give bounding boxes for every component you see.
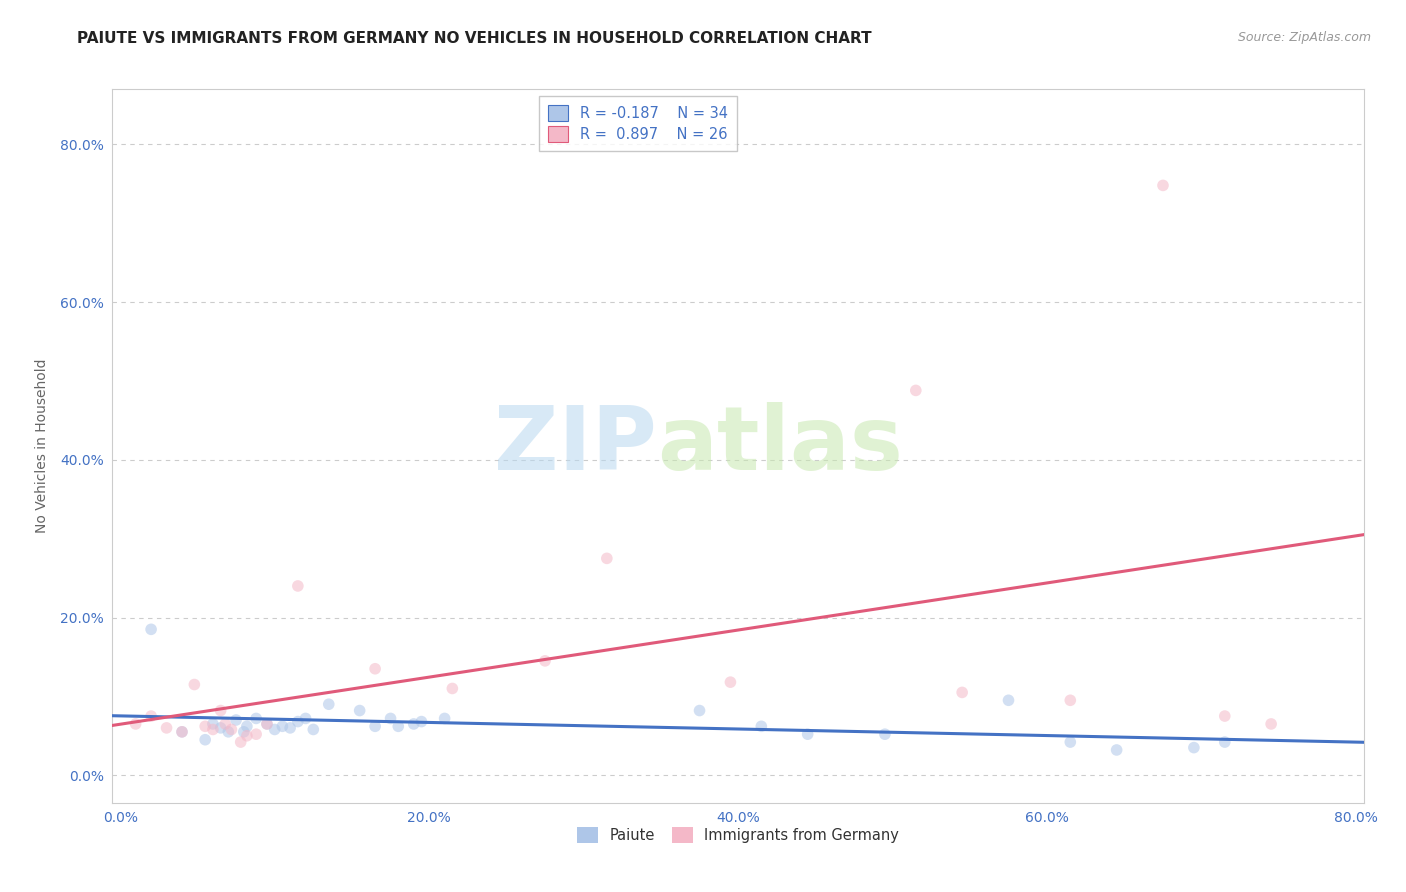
Point xyxy=(256,717,278,731)
Point xyxy=(380,711,402,725)
Point xyxy=(170,724,193,739)
Point xyxy=(411,714,433,729)
Point xyxy=(221,723,243,737)
Point xyxy=(217,724,239,739)
Point xyxy=(1260,717,1282,731)
Point xyxy=(1105,743,1128,757)
Point xyxy=(433,711,456,725)
Point xyxy=(287,579,309,593)
Legend: Paiute, Immigrants from Germany: Paiute, Immigrants from Germany xyxy=(571,822,905,849)
Point xyxy=(124,717,146,731)
Point xyxy=(720,675,742,690)
Text: ZIP: ZIP xyxy=(494,402,657,490)
Point xyxy=(201,723,224,737)
Point xyxy=(349,704,371,718)
Point xyxy=(1182,740,1205,755)
Point xyxy=(245,727,267,741)
Point xyxy=(139,709,162,723)
Point xyxy=(318,698,340,712)
Point xyxy=(364,719,387,733)
Point xyxy=(183,677,205,691)
Point xyxy=(225,713,247,727)
Point xyxy=(904,384,927,398)
Point xyxy=(139,623,162,637)
Point xyxy=(534,654,557,668)
Point xyxy=(749,719,772,733)
Point xyxy=(263,723,285,737)
Point xyxy=(232,724,254,739)
Point xyxy=(209,721,232,735)
Point xyxy=(287,714,309,729)
Point xyxy=(209,704,232,718)
Y-axis label: No Vehicles in Household: No Vehicles in Household xyxy=(35,359,49,533)
Point xyxy=(229,735,252,749)
Point xyxy=(387,719,409,733)
Point xyxy=(1059,735,1081,749)
Point xyxy=(214,717,236,731)
Point xyxy=(596,551,619,566)
Point xyxy=(997,693,1019,707)
Text: atlas: atlas xyxy=(657,402,903,490)
Point xyxy=(194,719,217,733)
Point xyxy=(236,729,259,743)
Point xyxy=(278,721,301,735)
Point xyxy=(170,724,193,739)
Point xyxy=(201,717,224,731)
Point xyxy=(302,723,325,737)
Point xyxy=(950,685,973,699)
Point xyxy=(271,719,294,733)
Point xyxy=(155,721,177,735)
Point xyxy=(364,662,387,676)
Point xyxy=(689,704,711,718)
Point xyxy=(256,717,278,731)
Point xyxy=(1152,178,1174,193)
Text: Source: ZipAtlas.com: Source: ZipAtlas.com xyxy=(1237,31,1371,45)
Point xyxy=(294,711,316,725)
Point xyxy=(236,719,259,733)
Point xyxy=(796,727,818,741)
Point xyxy=(402,717,425,731)
Point xyxy=(1213,709,1236,723)
Point xyxy=(194,732,217,747)
Point xyxy=(1213,735,1236,749)
Point xyxy=(1059,693,1081,707)
Point xyxy=(245,711,267,725)
Point xyxy=(441,681,464,696)
Text: PAIUTE VS IMMIGRANTS FROM GERMANY NO VEHICLES IN HOUSEHOLD CORRELATION CHART: PAIUTE VS IMMIGRANTS FROM GERMANY NO VEH… xyxy=(77,31,872,46)
Point xyxy=(873,727,896,741)
